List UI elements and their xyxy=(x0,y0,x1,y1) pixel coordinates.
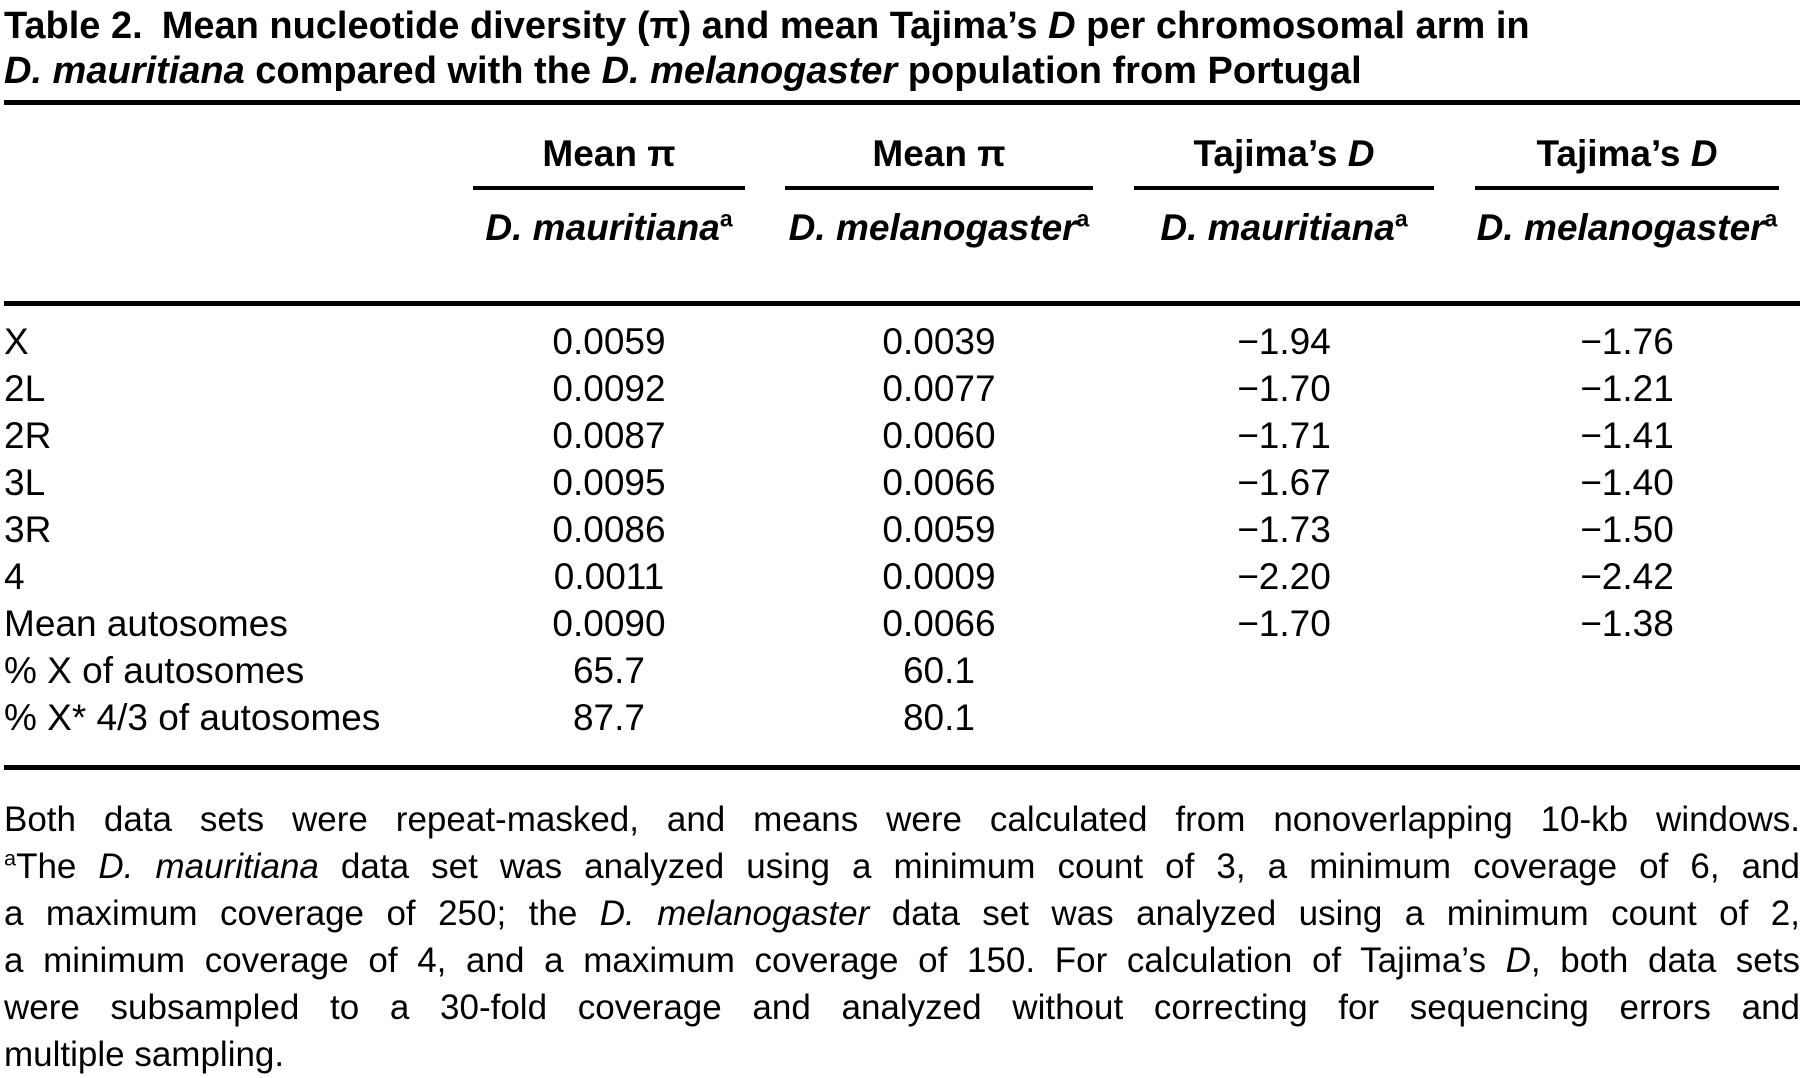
cell-value: 87.7 xyxy=(572,697,645,738)
table-row: 3R 0.0086 0.0059 −1.73 −1.50 xyxy=(4,506,1800,553)
cell-value: −1.71 xyxy=(1237,415,1331,456)
row-label: 3L xyxy=(4,462,46,503)
cell-value: −1.21 xyxy=(1580,368,1674,409)
column-spanner-rule xyxy=(1474,186,1780,190)
cell-value: −2.42 xyxy=(1580,556,1674,597)
cell-value: 60.1 xyxy=(902,650,975,691)
footnote-line: Both data sets were repeat-masked, and m… xyxy=(4,800,1800,839)
column-spanner-rule xyxy=(1134,186,1434,190)
row-label: 3R xyxy=(4,509,52,550)
column-spanner-rule xyxy=(472,186,746,190)
footnote-line: were subsampled to a 30-fold coverage an… xyxy=(4,988,1800,1027)
row-label: % X of autosomes xyxy=(4,650,305,691)
row-label: X xyxy=(4,321,29,362)
cell-value: 0.0060 xyxy=(882,415,996,456)
row-label: Mean autosomes xyxy=(4,603,288,644)
cell-value: 0.0095 xyxy=(552,462,666,503)
cell-value xyxy=(1114,694,1454,768)
column-header-tajimas-d-mauritiana: Tajima’s D D. mauritianaa xyxy=(1114,102,1454,306)
row-label: 2R xyxy=(4,415,52,456)
column-header-tajimas-d-melanogaster: Tajima’s D D. melanogastera xyxy=(1454,102,1800,306)
column-subheader: D. mauritianaa xyxy=(1160,205,1408,248)
table-row: 2L 0.0092 0.0077 −1.70 −1.21 xyxy=(4,365,1800,412)
cell-value: −1.73 xyxy=(1237,509,1331,550)
cell-value: −1.40 xyxy=(1580,462,1674,503)
column-group-label: Mean π xyxy=(872,133,1006,174)
cell-value: 0.0077 xyxy=(882,368,996,409)
cell-value: −1.67 xyxy=(1237,462,1331,503)
table-caption: Table 2. Mean nucleotide diversity (π) a… xyxy=(4,2,1800,100)
caption-line-1: Table 2. Mean nucleotide diversity (π) a… xyxy=(4,5,1530,47)
cell-value: −2.20 xyxy=(1237,556,1331,597)
cell-value xyxy=(1454,647,1800,694)
row-label: 4 xyxy=(4,556,25,597)
table-row: X 0.0059 0.0039 −1.94 −1.76 xyxy=(4,304,1800,366)
column-group-label: Mean π xyxy=(542,133,676,174)
cell-value: −1.70 xyxy=(1237,368,1331,409)
cell-value: −1.41 xyxy=(1580,415,1674,456)
column-header-mean-pi-melanogaster: Mean π D. melanogastera xyxy=(764,102,1114,306)
cell-value xyxy=(1114,647,1454,694)
row-label: % X* 4/3 of autosomes xyxy=(4,697,381,738)
footnote-line: multiple sampling. xyxy=(4,1035,285,1074)
table-row: % X* 4/3 of autosomes 87.7 80.1 xyxy=(4,694,1800,768)
cell-value: 0.0087 xyxy=(552,415,666,456)
cell-value: −1.50 xyxy=(1580,509,1674,550)
empty-header-cell xyxy=(4,102,454,306)
cell-value: 0.0066 xyxy=(882,462,996,503)
column-group-label: Tajima’s D xyxy=(1536,133,1718,174)
table-row: Mean autosomes 0.0090 0.0066 −1.70 −1.38 xyxy=(4,600,1800,647)
table-header: Mean π D. mauritianaa Mean π D. melanoga… xyxy=(4,102,1800,306)
data-table: Mean π D. mauritianaa Mean π D. melanoga… xyxy=(4,100,1800,770)
table-row: 4 0.0011 0.0009 −2.20 −2.42 xyxy=(4,553,1800,600)
cell-value: 0.0059 xyxy=(552,321,666,362)
footnote-line: a maximum coverage of 250; the D. melano… xyxy=(4,894,1800,933)
row-label: 2L xyxy=(4,368,46,409)
table-row: % X of autosomes 65.7 60.1 xyxy=(4,647,1800,694)
column-subheader: D. melanogastera xyxy=(788,205,1090,248)
cell-value: 65.7 xyxy=(572,650,645,691)
cell-value: 0.0092 xyxy=(552,368,666,409)
cell-value: 0.0086 xyxy=(552,509,666,550)
cell-value: 0.0066 xyxy=(882,603,996,644)
table-row: 2R 0.0087 0.0060 −1.71 −1.41 xyxy=(4,412,1800,459)
column-group-label: Tajima’s D xyxy=(1193,133,1375,174)
column-header-mean-pi-mauritiana: Mean π D. mauritianaa xyxy=(454,102,764,306)
cell-value: −1.76 xyxy=(1580,321,1674,362)
column-subheader: D. mauritianaa xyxy=(485,205,733,248)
cell-value: 0.0090 xyxy=(552,603,666,644)
cell-value: 0.0059 xyxy=(882,509,996,550)
footnote-line: a minimum coverage of 4, and a maximum c… xyxy=(4,941,1800,980)
cell-value: −1.70 xyxy=(1237,603,1331,644)
cell-value: −1.38 xyxy=(1580,603,1674,644)
column-spanner-rule xyxy=(785,186,1093,190)
cell-value: 80.1 xyxy=(902,697,975,738)
caption-line-2: D. mauritiana compared with the D. melan… xyxy=(4,50,1362,92)
cell-value: 0.0009 xyxy=(882,556,996,597)
table-footnote: Both data sets were repeat-masked, and m… xyxy=(4,796,1800,1078)
column-subheader: D. melanogastera xyxy=(1476,205,1778,248)
footnote-line: aThe D. mauritiana data set was analyzed… xyxy=(4,845,1800,886)
cell-value: −1.94 xyxy=(1237,321,1331,362)
cell-value: 0.0039 xyxy=(882,321,996,362)
table-row: 3L 0.0095 0.0066 −1.67 −1.40 xyxy=(4,459,1800,506)
cell-value: 0.0011 xyxy=(553,556,665,597)
table-body: X 0.0059 0.0039 −1.94 −1.76 2L 0.0092 0.0077 −1.… xyxy=(4,304,1800,768)
cell-value xyxy=(1454,694,1800,768)
